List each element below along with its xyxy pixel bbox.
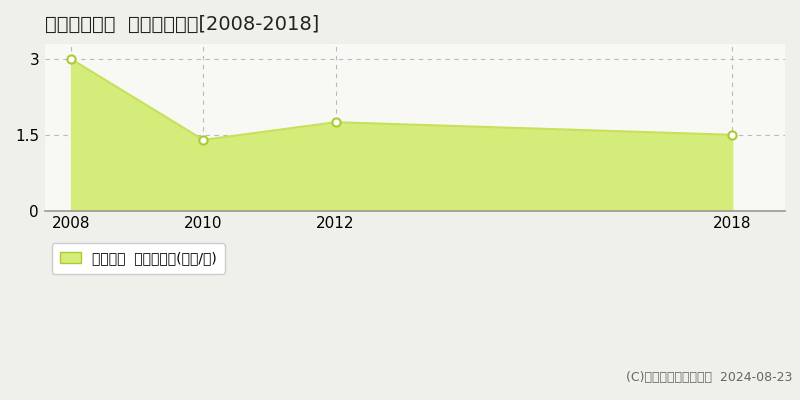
Point — [329, 119, 342, 125]
Point — [726, 132, 738, 138]
Point — [65, 56, 78, 62]
Legend: 土地価格  平均坪単価(万円/坪): 土地価格 平均坪単価(万円/坪) — [52, 243, 225, 274]
Point — [197, 137, 210, 143]
Text: (C)土地価格ドットコム  2024-08-23: (C)土地価格ドットコム 2024-08-23 — [626, 371, 792, 384]
Text: 深川市開西町  土地価格推移[2008-2018]: 深川市開西町 土地価格推移[2008-2018] — [45, 15, 319, 34]
